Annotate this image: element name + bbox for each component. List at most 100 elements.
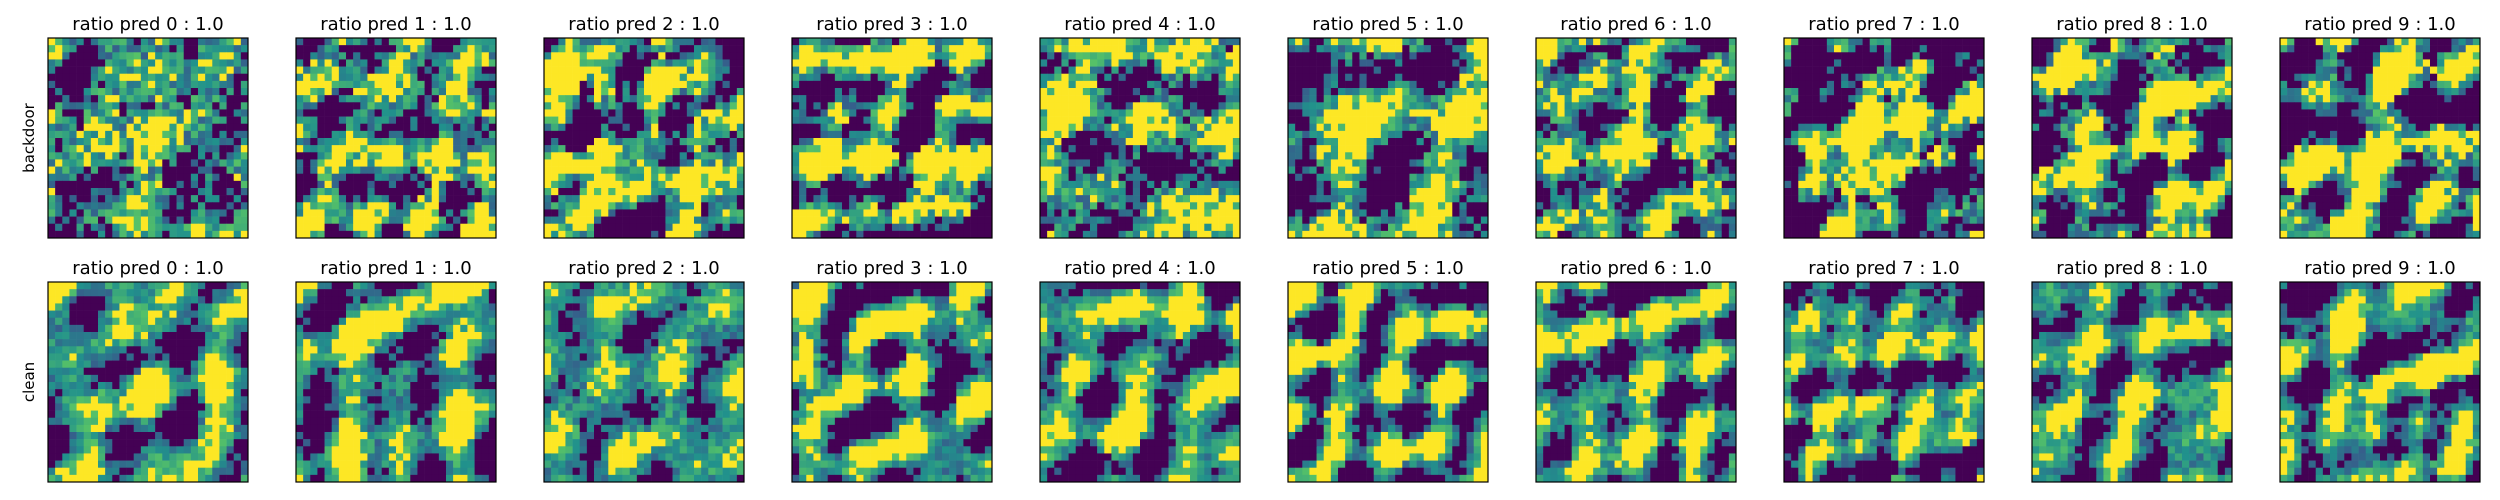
heatmap-cell [1190, 80, 1198, 89]
heatmap-cell [984, 116, 993, 125]
heatmap-cell [1168, 59, 1177, 67]
heatmap-cell [665, 188, 673, 196]
heatmap-cell [453, 195, 461, 203]
heatmap-cell [438, 38, 447, 46]
heatmap-cell [212, 145, 220, 153]
heatmap-cell [190, 109, 199, 117]
heatmap-cell [140, 209, 149, 217]
heatmap-cell [984, 195, 993, 203]
heatmap-cell [155, 130, 163, 139]
heatmap-cell [913, 216, 921, 225]
heatmap-cell [162, 66, 170, 75]
heatmap-cell [1190, 195, 1198, 203]
heatmap-cell [1140, 202, 1148, 210]
heatmap-cell [586, 95, 595, 103]
heatmap-cell [1466, 123, 1475, 132]
heatmap-cell [446, 159, 454, 167]
heatmap-cell [1366, 45, 1375, 53]
heatmap-cell [984, 59, 993, 67]
heatmap-cell [920, 230, 929, 239]
heatmap-cell [226, 159, 235, 167]
heatmap-cell [863, 173, 871, 182]
heatmap-cell [219, 123, 227, 132]
heatmap-cell [636, 145, 645, 153]
heatmap-cell [884, 209, 893, 217]
heatmap-cell [558, 230, 566, 239]
heatmap-cell [1197, 216, 1205, 225]
heatmap-cell [98, 95, 106, 103]
heatmap-cell [1309, 123, 1317, 132]
heatmap-cell [474, 130, 483, 139]
heatmap-cell [949, 159, 957, 167]
heatmap-cell [558, 145, 566, 153]
heatmap-cell [1373, 145, 1382, 153]
heatmap-cell [1330, 116, 1339, 125]
heatmap-cell [849, 102, 857, 110]
heatmap-cell [76, 88, 85, 96]
heatmap-cell [1480, 188, 1489, 196]
heatmap-cell [679, 195, 688, 203]
heatmap-cell [1161, 95, 1169, 103]
heatmap-cell [1225, 80, 1234, 89]
heatmap-cell [1161, 59, 1169, 67]
heatmap-cell [615, 230, 623, 239]
heatmap-cell [1140, 180, 1148, 189]
heatmap-cell [906, 66, 914, 75]
heatmap-cell [396, 145, 404, 153]
heatmap-cell [906, 102, 914, 110]
heatmap-cell [296, 230, 304, 239]
heatmap-cell [1075, 130, 1084, 139]
heatmap-cell [381, 180, 390, 189]
heatmap-cell [906, 59, 914, 67]
heatmap-cell [1380, 38, 1389, 46]
heatmap-cell [381, 209, 390, 217]
heatmap-cell [544, 45, 552, 53]
heatmap-cell [1728, 38, 1737, 46]
heatmap-cell [48, 173, 56, 182]
heatmap-cell [913, 159, 921, 167]
heatmap-cell [1366, 180, 1375, 189]
heatmap-cell [1125, 88, 1134, 96]
heatmap-cell [1090, 73, 1098, 82]
heatmap-cell [884, 230, 893, 239]
heatmap-cell [460, 59, 468, 67]
heatmap-cell [956, 95, 964, 103]
heatmap-cell [474, 145, 483, 153]
heatmap-cell [644, 88, 652, 96]
heatmap-cell [360, 73, 368, 82]
heatmap-cell [410, 130, 418, 139]
heatmap-cell [827, 66, 836, 75]
heatmap-cell [792, 209, 800, 217]
heatmap-cell [863, 38, 871, 46]
heatmap-cell [792, 216, 800, 225]
heatmap-cell [665, 130, 673, 139]
heatmap-cell [1061, 159, 1069, 167]
heatmap-cell [183, 173, 192, 182]
heatmap-cell [83, 123, 92, 132]
heatmap-cell [1338, 123, 1346, 132]
heatmap-cell [1218, 159, 1227, 167]
heatmap-cell [176, 109, 185, 117]
heatmap-cell [1190, 209, 1198, 217]
heatmap-cell [1636, 80, 1644, 89]
heatmap-cell [62, 230, 70, 239]
heatmap-cell [1204, 202, 1212, 210]
heatmap-cell [1309, 80, 1317, 89]
heatmap-cell [1466, 59, 1475, 67]
heatmap-cell [424, 95, 433, 103]
heatmap-cell [679, 216, 688, 225]
heatmap-cell [870, 52, 879, 60]
heatmap-cell [1402, 223, 1410, 232]
heatmap-cell [1402, 180, 1410, 189]
heatmap-cell [913, 145, 921, 153]
heatmap-cell [1218, 73, 1227, 82]
heatmap-cell [1232, 202, 1241, 210]
heatmap-cell [119, 173, 127, 182]
heatmap-cell [1373, 38, 1382, 46]
heatmap-cell [424, 123, 433, 132]
heatmap-cell [1197, 130, 1205, 139]
heatmap-cell [1090, 66, 1098, 75]
heatmap-cell [1125, 173, 1134, 182]
heatmap-cell [488, 80, 497, 89]
heatmap-cell [219, 66, 227, 75]
